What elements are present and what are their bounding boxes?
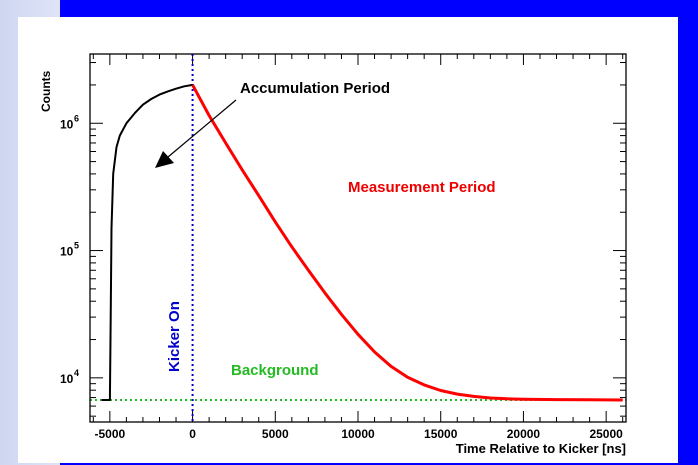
x-tick-label: 5000 — [262, 427, 289, 441]
x-tick-label: 0 — [189, 427, 196, 441]
y-tick-label: 10 — [60, 372, 74, 386]
y-axis-label: Counts — [39, 70, 53, 112]
x-tick-labels: -5000 0 5000 10000 15000 20000 25000 — [95, 427, 624, 441]
y-tick-exponent: 5 — [74, 241, 79, 251]
x-tick-label: 20000 — [507, 427, 541, 441]
accumulation-arrow — [155, 99, 237, 168]
x-tick-label: 10000 — [341, 427, 375, 441]
measurement-series-line — [191, 84, 623, 402]
plot-frame — [89, 53, 627, 423]
data-layer — [90, 54, 626, 422]
y-tick-label: 10 — [60, 245, 74, 259]
background-label: Background — [231, 362, 319, 379]
y-tick-exponent: 4 — [74, 368, 79, 378]
accumulation-period-annotation: Accumulation Period — [240, 80, 390, 97]
x-axis-label: Time Relative to Kicker [ns] — [456, 441, 626, 456]
kicker-on-label: Kicker On — [166, 301, 183, 372]
measurement-period-annotation: Measurement Period — [348, 179, 496, 196]
y-tick-label: 10 — [60, 117, 74, 131]
accumulation-series-line — [101, 83, 193, 401]
x-tick-label: -5000 — [95, 427, 126, 441]
chart-panel: -5000 0 5000 10000 15000 20000 25000 10 4 10 5 10 6… — [18, 17, 678, 463]
x-tick-label: 25000 — [589, 427, 623, 441]
x-tick-label: 15000 — [424, 427, 458, 441]
y-tick-exponent: 6 — [74, 113, 79, 123]
